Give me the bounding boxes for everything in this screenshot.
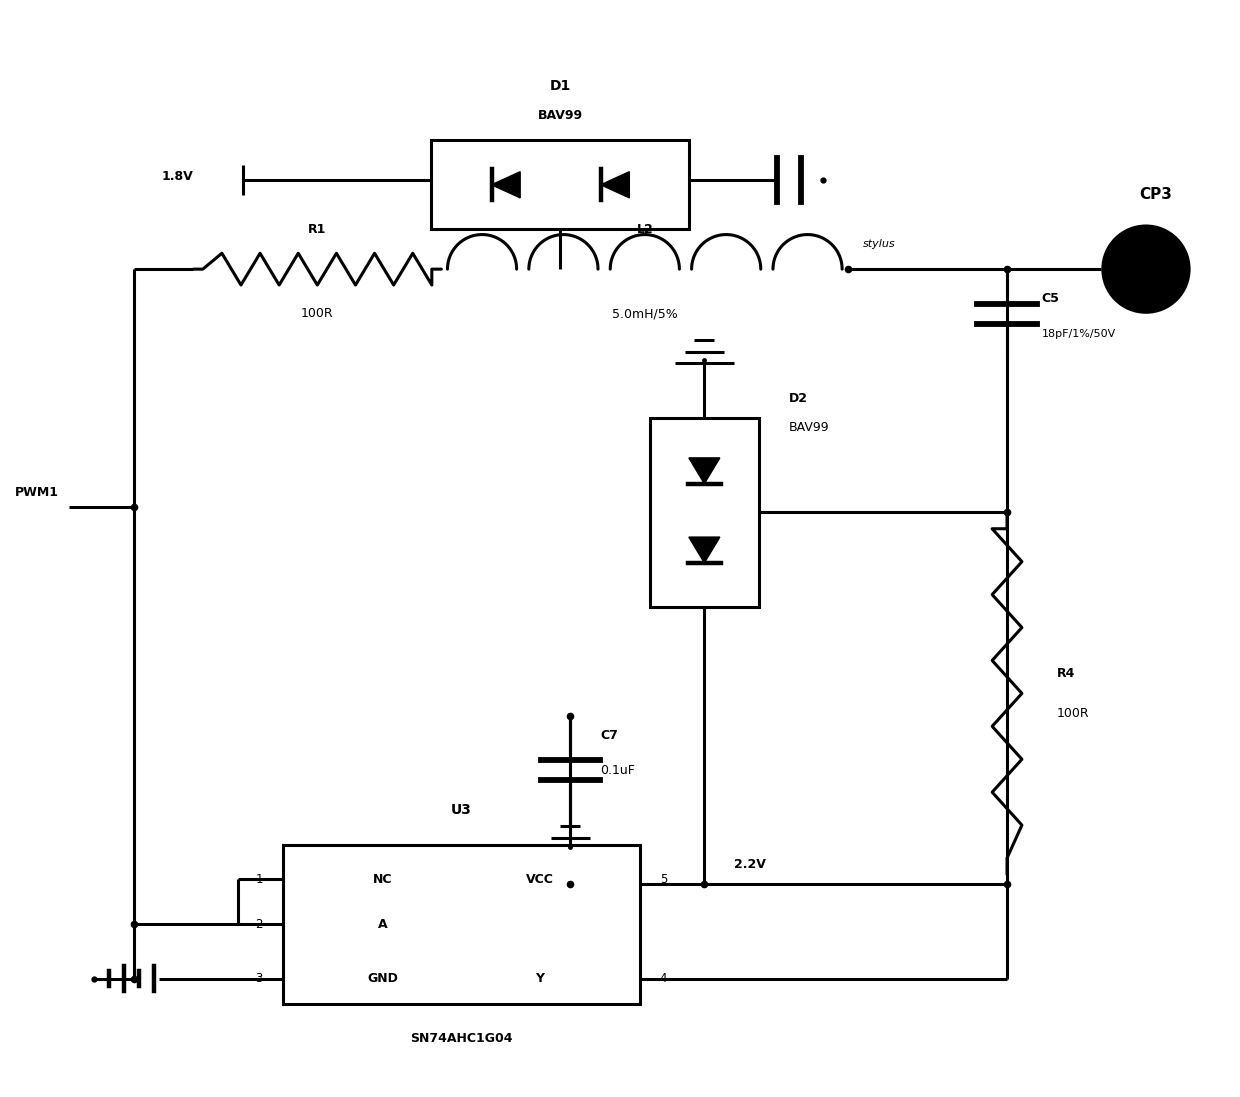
Text: VCC: VCC — [526, 873, 554, 886]
Bar — [432, 140, 689, 229]
Text: D1: D1 — [549, 79, 572, 92]
Text: 1: 1 — [255, 873, 263, 886]
Polygon shape — [600, 172, 630, 197]
Text: 18pF/1%/50V: 18pF/1%/50V — [1042, 329, 1116, 339]
Text: stylus: stylus — [863, 239, 895, 249]
Polygon shape — [689, 538, 720, 563]
Text: NC: NC — [373, 873, 392, 886]
Bar — [283, 845, 640, 1004]
Text: D2: D2 — [789, 392, 807, 405]
Text: CP3: CP3 — [1140, 188, 1172, 202]
Text: 2.2V: 2.2V — [734, 858, 766, 871]
Text: 0.1uF: 0.1uF — [600, 764, 635, 777]
Text: C5: C5 — [1042, 293, 1060, 305]
Text: BAV99: BAV99 — [789, 421, 830, 434]
Text: L2: L2 — [636, 223, 653, 236]
Text: 4: 4 — [660, 972, 667, 985]
Polygon shape — [689, 457, 720, 484]
Text: 3: 3 — [255, 972, 263, 985]
Text: 1.8V: 1.8V — [161, 170, 193, 183]
Text: 2: 2 — [255, 917, 263, 930]
Text: BAV99: BAV99 — [538, 109, 583, 122]
Text: C7: C7 — [600, 730, 618, 742]
Text: PWM1: PWM1 — [15, 486, 60, 499]
Text: 5: 5 — [660, 873, 667, 886]
Bar — [650, 418, 759, 607]
Text: R1: R1 — [308, 223, 326, 236]
Text: Y: Y — [536, 972, 544, 985]
Text: R4: R4 — [1056, 667, 1075, 680]
Text: A: A — [378, 917, 387, 930]
Text: SN74AHC1G04: SN74AHC1G04 — [410, 1032, 512, 1044]
Text: GND: GND — [367, 972, 398, 985]
Polygon shape — [491, 172, 520, 197]
Text: U3: U3 — [451, 803, 471, 817]
Text: 5.0mH/5%: 5.0mH/5% — [611, 307, 678, 320]
Text: 100R: 100R — [1056, 706, 1089, 720]
Text: 100R: 100R — [301, 307, 334, 320]
Circle shape — [1101, 225, 1190, 314]
